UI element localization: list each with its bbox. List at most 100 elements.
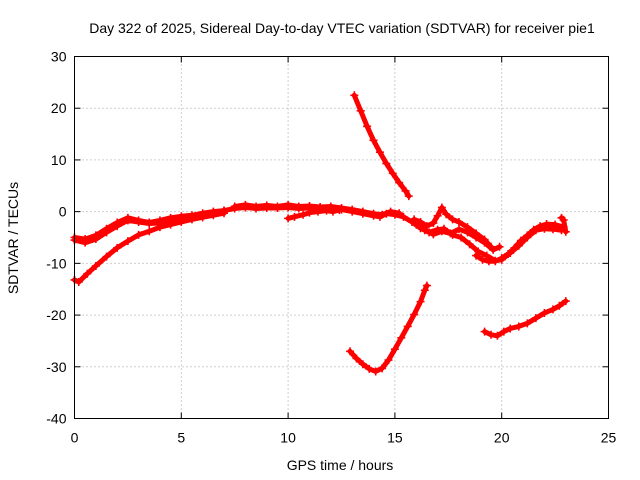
data-point [294,202,303,211]
series-arc-late-cluster-b [412,220,504,254]
data-point [429,219,438,228]
data-point [273,202,282,211]
series-line [351,92,412,199]
x-tick-label: 25 [601,430,617,446]
data-point [352,354,361,363]
data-point [356,106,365,115]
data-point [412,220,421,229]
data-point [514,322,523,331]
data-point [134,230,143,239]
data-point [198,209,207,218]
data-point [209,207,218,216]
data-point [284,214,293,223]
data-point [371,367,380,376]
data-point [290,212,299,221]
data-point [401,186,410,195]
data-point [516,236,525,245]
data-point [420,226,429,235]
data-point [506,324,515,333]
series-arc-evening-decline [472,220,568,266]
data-point [536,222,545,231]
data-point [457,233,466,242]
data-point [403,322,412,331]
data-point [561,297,570,306]
data-point [410,310,419,319]
data-point [540,309,549,318]
y-tick-label: 10 [51,152,67,168]
x-tick-label: 5 [177,430,185,446]
x-tick-label: 15 [387,430,403,446]
data-point [388,169,397,178]
data-point [91,231,100,240]
series-arc-trough [346,281,431,376]
grid-layer [74,56,609,419]
data-point [523,319,532,328]
data-point [420,286,429,295]
y-tick-label: -20 [46,307,66,323]
data-point [91,261,100,270]
series-arc-midday-band [230,200,404,219]
data-point [510,243,519,252]
data-point [74,277,83,286]
data-point [363,122,372,131]
x-tick-label: 20 [494,430,510,446]
data-point [404,192,413,201]
y-tick-label: -10 [46,255,66,271]
data-point [81,235,90,244]
data-point [299,210,308,219]
data-point [416,297,425,306]
data-point [335,206,344,215]
data-point [495,242,504,251]
data-point [399,212,408,221]
data-point [350,91,359,100]
data-point [559,215,568,224]
data-point [113,243,122,252]
data-point [429,230,438,239]
data-point [166,213,175,222]
data-point [504,250,513,259]
data-point [395,209,404,218]
data-point [448,215,457,224]
data-point [523,231,532,240]
data-point [252,202,261,211]
x-tick-label: 0 [71,430,79,446]
data-point [187,211,196,220]
data-point [437,227,446,236]
data-point [531,314,540,323]
chart-title: Day 322 of 2025, Sidereal Day-to-day VTE… [89,20,595,36]
data-point [551,220,560,229]
data-point [465,240,474,249]
series-arc-evening-low [480,297,570,340]
data-point [463,228,472,237]
data-point [155,216,164,225]
data-point [328,207,337,216]
y-axis-label: SDTVAR / TECUs [5,182,21,294]
data-point [369,209,378,218]
data-point [529,225,538,234]
data-point [454,217,463,226]
data-point [102,224,111,233]
series-arc-steep-descent [350,91,413,201]
series-arc-end-points [557,213,570,236]
data-point [397,333,406,342]
data-point [480,327,489,336]
data-point [145,218,154,227]
data-point [446,229,455,238]
data-point [487,330,496,339]
data-point [386,207,395,216]
series-arc-noon-short [284,206,344,223]
y-tick-label: -30 [46,359,66,375]
data-point [489,245,498,254]
data-point [305,201,314,210]
x-axis-label: GPS time / hours [287,457,394,473]
data-point [346,347,355,356]
data-point [491,257,500,266]
data-point [113,218,122,227]
data-point [123,237,132,246]
x-tick-label: 10 [280,430,296,446]
data-point [437,203,446,212]
data-point [480,238,489,247]
data-point [378,364,387,373]
data-point [314,207,323,216]
series-arc-morning-upper [70,206,229,244]
